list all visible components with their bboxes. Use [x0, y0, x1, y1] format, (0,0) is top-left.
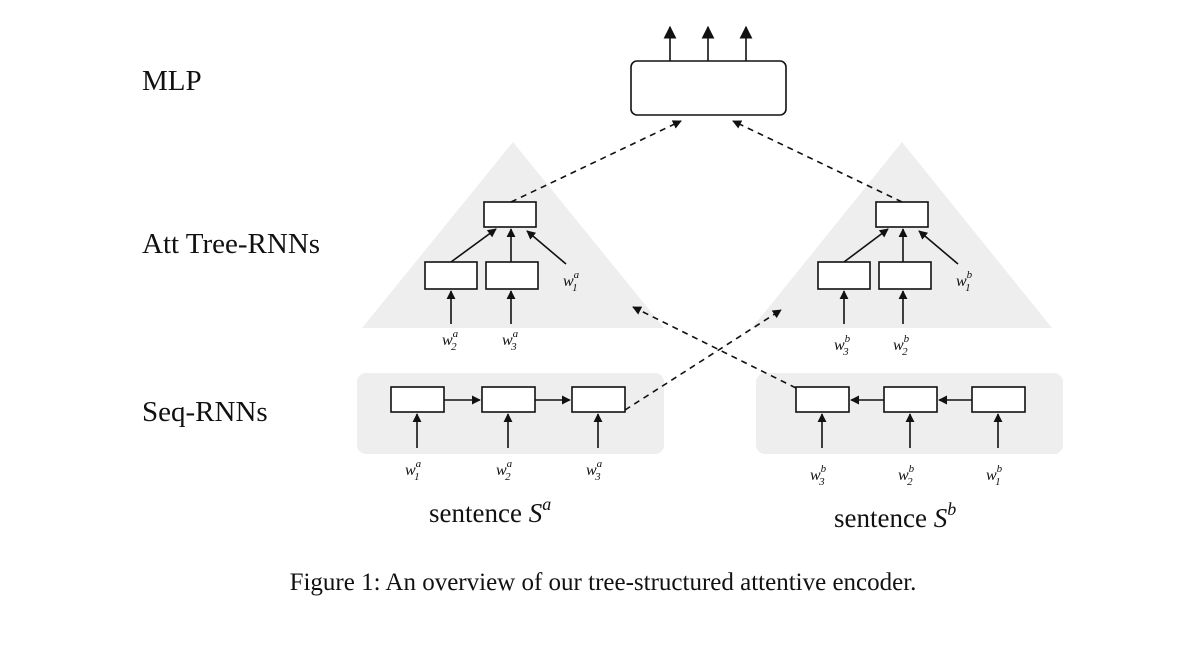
figure-caption: Figure 1: An overview of our tree-struct… — [290, 569, 917, 596]
tree-b-leaf-word-w1: wb 1 — [956, 269, 973, 294]
seq-b-cell-2 — [883, 386, 938, 413]
seq-rnn-label: Seq-RNNs — [142, 396, 268, 428]
seq-a-word-w2: wa 2 — [496, 458, 513, 483]
seq-a-cell-3 — [571, 386, 626, 413]
tree-region-b — [752, 142, 1052, 328]
sentence-b-label: sentence Sb — [834, 499, 956, 533]
tree-a-input-word-w2: wa 2 — [442, 328, 459, 353]
tree-a-word-to-root-arrow — [526, 230, 567, 265]
tree-b-root-cell — [875, 201, 929, 228]
tree-b-to-mlp-arrow — [732, 120, 903, 203]
tree-region-a — [362, 142, 664, 328]
tree-b-input-word-w2: wb 2 — [893, 333, 910, 358]
seq-b-cell-3 — [795, 386, 850, 413]
seq-b-cell-1 — [971, 386, 1026, 413]
tree-a-to-mlp-arrow — [510, 120, 682, 203]
seq-a-cell-2 — [481, 386, 536, 413]
seq-b-word-w1: wb 1 — [986, 463, 1003, 488]
tree-b-left-cell — [817, 261, 871, 290]
tree-a-left-to-root-arrow — [450, 228, 497, 263]
seq-b-word-w3: wb 3 — [810, 463, 827, 488]
seq-b-word-w2: wb 2 — [898, 463, 915, 488]
seq-a-to-tree-b-arrow — [624, 309, 782, 411]
tree-b-word-to-root-arrow — [918, 230, 959, 265]
tree-a-leaf-word-w1: wa 1 — [563, 269, 580, 294]
tree-b-input-word-w3: wb 3 — [834, 333, 851, 358]
tree-b-left-to-root-arrow — [843, 228, 889, 263]
mlp-label: MLP — [142, 65, 202, 97]
tree-a-input-word-w3: wa 3 — [502, 328, 519, 353]
tree-a-root-cell — [483, 201, 537, 228]
tree-b-right-cell — [878, 261, 932, 290]
seq-a-word-w3: wa 3 — [586, 458, 603, 483]
tree-a-left-cell — [424, 261, 478, 290]
sentence-a-label: sentence Sa — [429, 494, 551, 528]
seq-a-word-w1: wa 1 — [405, 458, 422, 483]
seq-b-to-tree-a-arrow — [632, 306, 797, 389]
tree-a-right-cell — [485, 261, 539, 290]
tree-rnn-label: Att Tree-RNNs — [142, 228, 320, 260]
seq-region-a — [357, 373, 664, 454]
mlp-box — [630, 60, 787, 116]
seq-a-cell-1 — [390, 386, 445, 413]
